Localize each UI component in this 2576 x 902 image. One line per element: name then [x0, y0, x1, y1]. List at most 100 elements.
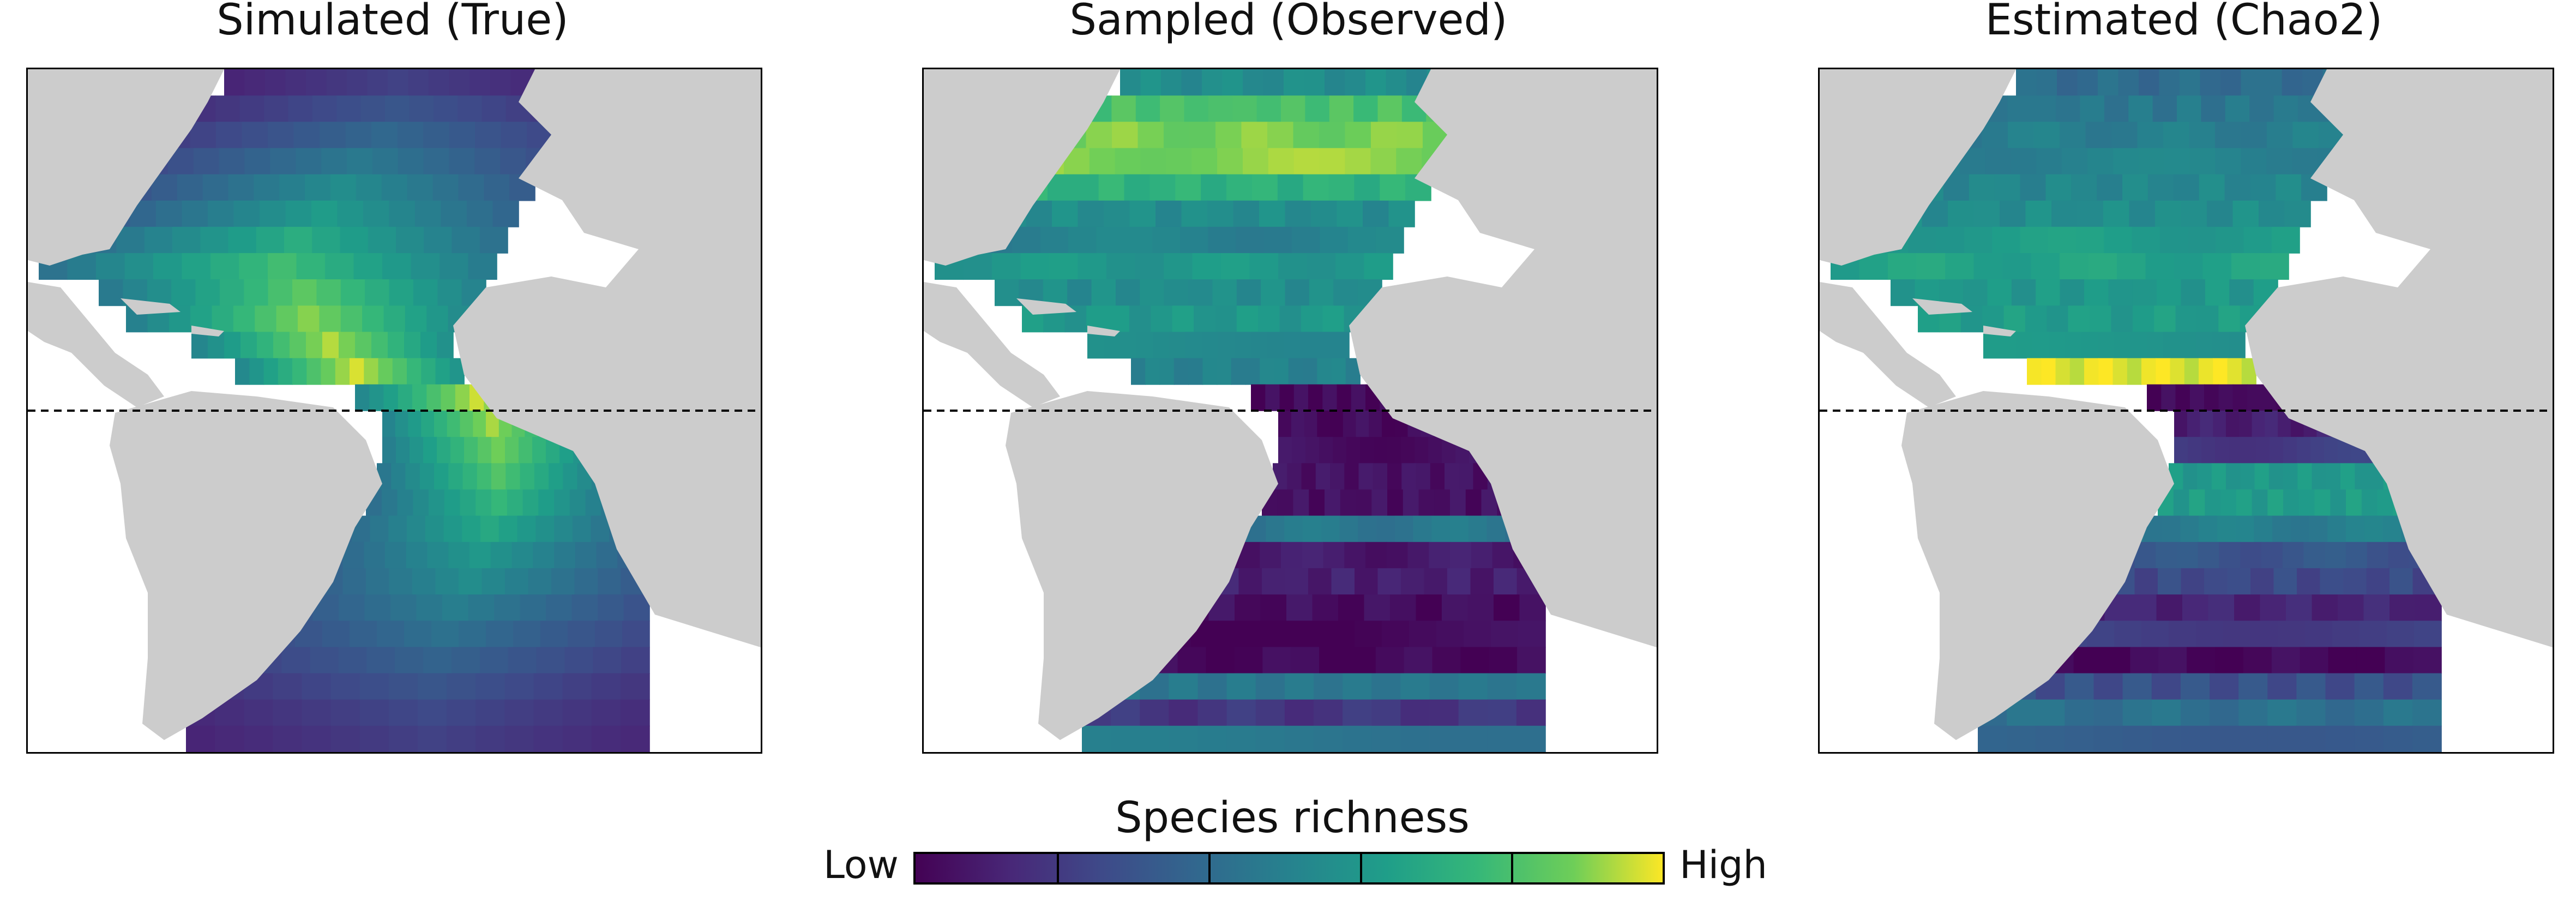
richness-cell: [321, 358, 336, 385]
richness-cell: [302, 699, 332, 726]
richness-cell: [2130, 647, 2159, 674]
richness-cell: [491, 463, 507, 490]
richness-cell: [1517, 647, 1546, 674]
richness-cell: [339, 332, 356, 359]
richness-cell: [1908, 226, 1937, 254]
richness-cell: [1304, 411, 1318, 437]
richness-cell: [216, 122, 243, 149]
richness-cell: [288, 95, 313, 123]
richness-cell: [1218, 332, 1235, 359]
richness-cell: [1233, 200, 1260, 227]
richness-cell: [2162, 515, 2181, 543]
richness-cell: [2068, 305, 2090, 333]
richness-cell: [284, 226, 312, 254]
richness-cell: [1262, 568, 1286, 595]
richness-cell: [2217, 515, 2236, 543]
richness-cell: [1235, 332, 1251, 359]
richness-cell: [2114, 621, 2142, 648]
richness-cell: [224, 69, 245, 96]
richness-cell: [2033, 122, 2060, 149]
richness-cell: [2412, 673, 2442, 700]
richness-cell: [1098, 174, 1125, 201]
richness-cell: [2271, 647, 2301, 674]
richness-cell: [330, 699, 360, 726]
map-simulated: [28, 69, 761, 752]
richness-cell: [2340, 463, 2356, 490]
richness-cell: [1428, 437, 1442, 464]
richness-cell: [1985, 148, 2012, 175]
richness-cell: [2104, 226, 2133, 254]
richness-cell: [1108, 305, 1130, 333]
richness-cell: [2243, 647, 2272, 674]
richness-cell: [443, 515, 462, 543]
richness-cell: [2049, 332, 2066, 359]
richness-cell: [2184, 358, 2199, 385]
richness-cell: [2151, 725, 2181, 752]
richness-cell: [1202, 69, 1223, 96]
richness-cell: [1285, 568, 1309, 595]
richness-cell: [2385, 647, 2414, 674]
colorbar: [913, 852, 1665, 885]
richness-cell: [1166, 148, 1193, 175]
richness-cell: [1260, 594, 1287, 622]
richness-cell: [340, 226, 369, 254]
richness-cell: [1241, 122, 1268, 149]
richness-cell: [273, 673, 303, 700]
richness-cell: [1096, 226, 1125, 254]
richness-cell: [1317, 358, 1332, 385]
richness-cell: [449, 148, 476, 175]
richness-cell: [408, 411, 422, 437]
richness-cell: [2180, 515, 2199, 543]
land-mass: [1836, 80, 1929, 118]
richness-cell: [1040, 226, 1069, 254]
richness-cell: [2132, 226, 2160, 254]
richness-cell: [345, 122, 372, 149]
richness-cell: [2065, 725, 2094, 752]
richness-cell: [2205, 279, 2230, 306]
richness-cell: [377, 621, 405, 648]
richness-cell: [1285, 279, 1310, 306]
richness-cell: [257, 332, 274, 359]
richness-cell: [2132, 279, 2157, 306]
richness-cell: [2199, 174, 2225, 201]
richness-cell: [1969, 174, 1995, 201]
richness-cell: [244, 148, 271, 175]
richness-cell: [1450, 489, 1466, 516]
richness-cell: [2182, 594, 2209, 622]
richness-cell: [1145, 358, 1160, 385]
richness-cell: [1189, 122, 1216, 149]
richness-cell: [273, 332, 290, 359]
richness-cell: [474, 148, 501, 175]
richness-cell: [1429, 725, 1459, 752]
richness-cell: [1236, 226, 1265, 254]
richness-cell: [1279, 384, 1295, 411]
richness-cell: [2036, 148, 2063, 175]
richness-cell: [2205, 489, 2221, 516]
richness-cell: [1365, 542, 1387, 569]
richness-cell: [437, 437, 451, 464]
richness-cell: [448, 542, 470, 569]
richness-cell: [407, 515, 426, 543]
richness-cell: [1078, 200, 1104, 227]
richness-cell: [1052, 200, 1079, 227]
richness-cell: [1382, 621, 1410, 648]
richness-cell: [447, 411, 461, 437]
richness-cell: [1226, 673, 1256, 700]
richness-cell: [2048, 226, 2077, 254]
richness-cell: [1226, 725, 1256, 752]
richness-cell: [370, 515, 389, 543]
richness-cell: [381, 489, 398, 516]
richness-cell: [2415, 594, 2442, 622]
richness-cell: [242, 122, 268, 149]
richness-cell: [1387, 489, 1404, 516]
richness-cell: [2036, 279, 2061, 306]
richness-cell: [2232, 384, 2248, 411]
richness-cell: [423, 122, 450, 149]
richness-cell: [2045, 174, 2072, 201]
richness-cell: [2250, 621, 2278, 648]
richness-cell: [353, 253, 383, 280]
richness-cell: [1330, 411, 1344, 437]
richness-cell: [1376, 515, 1395, 543]
richness-cell: [460, 411, 474, 437]
richness-cell: [595, 621, 623, 648]
